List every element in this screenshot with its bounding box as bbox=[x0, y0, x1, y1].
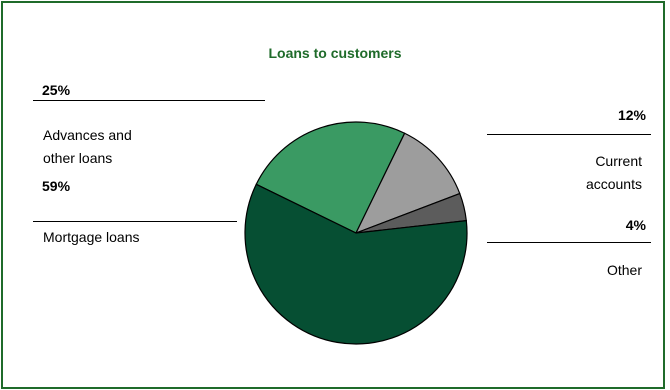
mortgage-leader-line bbox=[33, 221, 237, 222]
other-value-label: 4% bbox=[625, 217, 646, 233]
mortgage-value-label: 59% bbox=[42, 178, 71, 194]
mortgage-slice bbox=[244, 183, 468, 345]
current-value-label: 12% bbox=[617, 107, 646, 123]
advances-label-line2: other loans bbox=[43, 150, 113, 166]
other-label: Other bbox=[606, 262, 642, 278]
advances-value-label: 25% bbox=[42, 82, 71, 98]
current-accounts-slice bbox=[354, 132, 461, 235]
current-label: Current accounts bbox=[560, 150, 642, 196]
current-leader-line bbox=[487, 134, 651, 135]
mortgage-label: Mortgage loans bbox=[43, 229, 140, 245]
other-leader-line bbox=[487, 242, 651, 243]
current-label-line2: accounts bbox=[585, 176, 642, 192]
current-label-line1: Current bbox=[595, 153, 642, 169]
advances-label: Advances and other loans bbox=[43, 124, 132, 170]
advances-slice bbox=[255, 121, 406, 234]
chart-title: Loans to customers bbox=[268, 45, 402, 61]
advances-leader-line bbox=[33, 100, 265, 101]
advances-label-line1: Advances and bbox=[43, 127, 132, 143]
